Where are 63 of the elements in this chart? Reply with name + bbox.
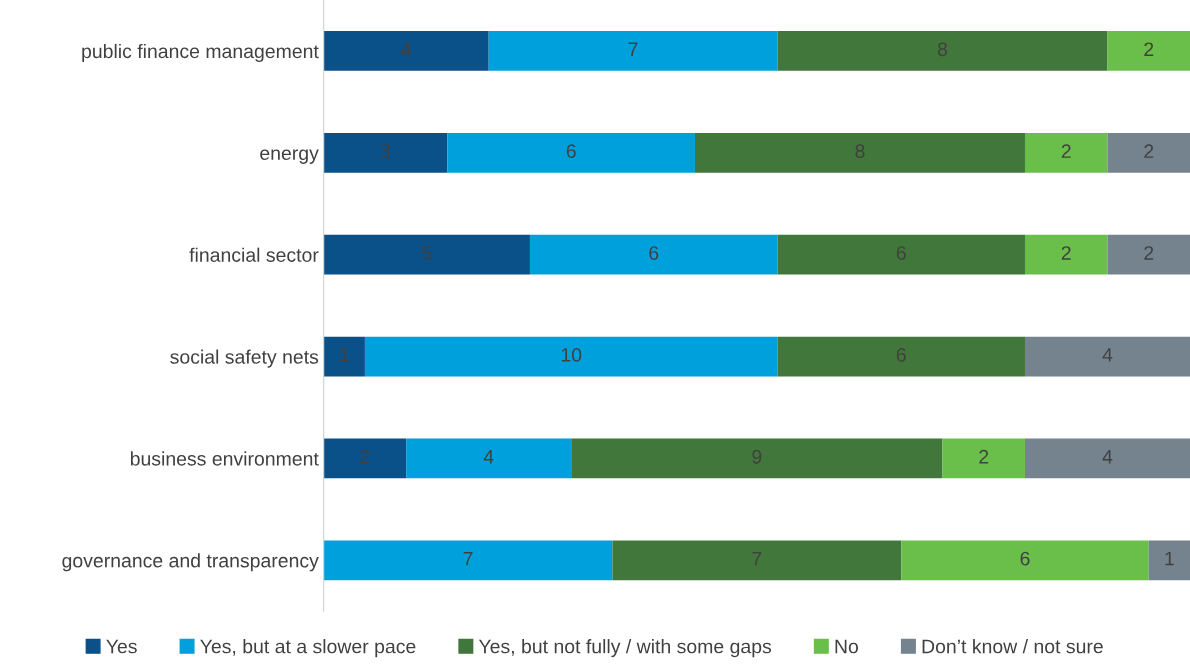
data-label: 4 [401, 42, 412, 56]
legend-label: Yes, but at a slower pace [200, 639, 416, 658]
bar [942, 438, 1025, 479]
bar [1107, 31, 1190, 71]
bar [447, 132, 695, 173]
legend-label: No [835, 639, 859, 654]
bar [488, 31, 778, 71]
bar [694, 132, 1025, 173]
legend-label: Yes [106, 639, 137, 654]
data-label: 4 [1102, 348, 1113, 362]
y-tick-label: social safety nets [170, 349, 319, 368]
legend-label: Yes, but not fully / with some gaps [478, 639, 772, 658]
bar [406, 438, 572, 479]
bar [323, 31, 489, 71]
bar [323, 438, 407, 479]
data-label: 6 [649, 246, 659, 260]
bar [1107, 234, 1190, 275]
y-tick-label: energy [260, 149, 319, 164]
bar [777, 234, 1025, 275]
data-label: 9 [752, 449, 762, 464]
data-label: 2 [1144, 246, 1154, 260]
data-label: 5 [422, 246, 432, 260]
bar [777, 31, 1108, 71]
data-label: 4 [483, 450, 494, 464]
bar [323, 540, 613, 581]
data-label: 2 [360, 449, 370, 464]
data-label: 6 [1020, 551, 1030, 566]
bar [1107, 132, 1190, 173]
data-label: 6 [566, 144, 576, 159]
bar [529, 234, 778, 275]
data-label: 2 [1144, 42, 1154, 56]
bar [323, 336, 365, 377]
data-label: 2 [1144, 144, 1154, 158]
data-label: 7 [463, 551, 473, 566]
data-label: 2 [1061, 246, 1071, 260]
data-label: 6 [896, 246, 906, 260]
bar [364, 336, 778, 377]
y-tick-label: public finance management [82, 43, 319, 63]
bar [612, 540, 902, 581]
data-label: 10 [561, 348, 582, 362]
data-label: 8 [937, 42, 948, 57]
data-label: 2 [979, 449, 989, 464]
data-label: 6 [896, 348, 906, 362]
bar [323, 132, 448, 173]
y-tick-label: governance and transparency [62, 553, 319, 572]
bar [571, 438, 943, 479]
bar [1024, 336, 1190, 377]
bar [901, 540, 1149, 581]
bar [1148, 540, 1190, 581]
data-label: 3 [380, 144, 391, 159]
bar [1024, 234, 1108, 275]
data-label: 4 [1102, 450, 1113, 464]
bar [1024, 438, 1190, 479]
y-tick-label: business environment [130, 451, 319, 466]
bar [323, 234, 530, 275]
bar [777, 336, 1025, 377]
data-label: 7 [628, 42, 638, 56]
bar [1024, 132, 1108, 173]
y-tick-label: financial sector [189, 247, 319, 262]
data-label: 2 [1061, 144, 1071, 158]
data-label: 1 [340, 348, 349, 362]
data-label: 1 [1165, 551, 1174, 566]
legend-label: Don’t know / not sure [922, 639, 1103, 654]
